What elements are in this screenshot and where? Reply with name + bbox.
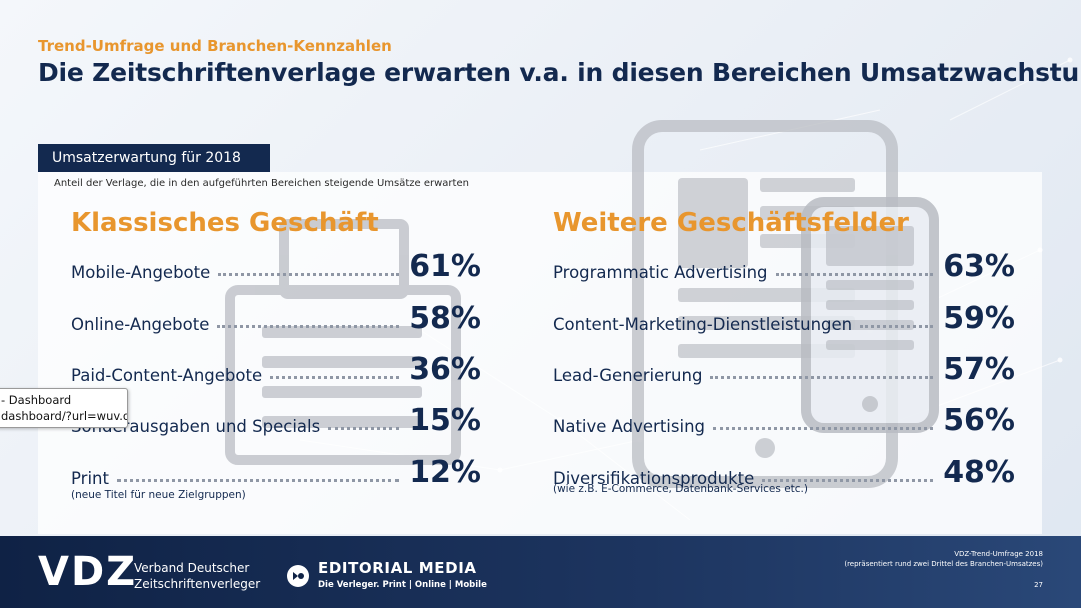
dotted-leader <box>710 376 933 379</box>
list-item: Content-Marketing-Dienstleistungen 59% <box>553 296 1015 336</box>
footer-bar: VDZ Verband Deutscher Zeitschriftenverle… <box>0 536 1081 608</box>
item-percentage: 12% <box>409 455 481 490</box>
editorial-media-logo-icon[interactable] <box>286 564 310 588</box>
item-label: Native Advertising <box>553 417 706 436</box>
tooltip-line-1: - Dashboard <box>1 393 72 407</box>
item-label: Diversifikationsprodukte <box>553 469 755 488</box>
dotted-leader <box>328 427 399 430</box>
dotted-leader <box>217 325 399 328</box>
item-label: Online-Angebote <box>71 315 210 334</box>
link-tooltip: - Dashboard dashboard/?url=wuv.de <box>0 388 128 428</box>
section-subtitle: Anteil der Verlage, die in den aufgeführ… <box>54 178 469 189</box>
page-number: 27 <box>1034 581 1043 589</box>
dotted-leader <box>860 325 933 328</box>
dotted-leader <box>762 479 933 482</box>
list-item: Mobile-Angebote 61% <box>71 244 481 284</box>
editorial-media-name: EDITORIAL MEDIA <box>318 559 477 577</box>
left-column-title: Klassisches Geschäft <box>71 208 379 238</box>
vdz-logo[interactable]: VDZ <box>38 549 138 595</box>
item-percentage: 36% <box>409 352 481 387</box>
item-percentage: 58% <box>409 301 481 336</box>
vdz-name-line-2: Zeitschriftenverleger <box>134 577 261 591</box>
header-kicker: Trend-Umfrage und Branchen-Kennzahlen <box>38 37 392 55</box>
list-item: Lead-Generierung 57% <box>553 347 1015 387</box>
item-percentage: 63% <box>943 249 1015 284</box>
item-percentage: 48% <box>943 455 1015 490</box>
item-label: Programmatic Advertising <box>553 263 768 282</box>
item-label: Content-Marketing-Dienstleistungen <box>553 315 853 334</box>
section-tab-label: Umsatzerwartung für 2018 <box>38 144 270 172</box>
editorial-media-tagline: Die Verleger. Print | Online | Mobile <box>318 580 487 590</box>
dotted-leader <box>116 479 399 482</box>
list-item: Programmatic Advertising 63% <box>553 244 1015 284</box>
item-label: Lead-Generierung <box>553 366 703 385</box>
dotted-leader <box>713 427 933 430</box>
list-item: Paid-Content-Angebote 36% <box>71 347 481 387</box>
vdz-name-line-1: Verband Deutscher <box>134 561 250 575</box>
list-item: Sonderausgaben und Specials 15% <box>71 398 481 438</box>
source-line-2: (repräsentiert rund zwei Drittel des Bra… <box>844 560 1043 568</box>
item-note: (wie z.B. E-Commerce, Datenbank-Services… <box>553 483 808 495</box>
list-item: Native Advertising 56% <box>553 398 1015 438</box>
list-item: Print 12% <box>71 450 481 490</box>
dotted-leader <box>270 376 399 379</box>
vdz-organization-name: Verband Deutscher Zeitschriftenverleger <box>134 560 260 592</box>
item-percentage: 15% <box>409 403 481 438</box>
item-label: Sonderausgaben und Specials <box>71 417 321 436</box>
tooltip-line-2: dashboard/?url=wuv.de <box>1 409 128 423</box>
item-label: Paid-Content-Angebote <box>71 366 263 385</box>
source-line-1: VDZ-Trend-Umfrage 2018 <box>954 550 1043 558</box>
item-percentage: 59% <box>943 301 1015 336</box>
dotted-leader <box>218 273 399 276</box>
dotted-leader <box>775 273 933 276</box>
item-percentage: 56% <box>943 403 1015 438</box>
item-percentage: 57% <box>943 352 1015 387</box>
item-label: Mobile-Angebote <box>71 263 211 282</box>
right-column-title: Weitere Geschäftsfelder <box>553 208 909 238</box>
item-label: Print <box>71 469 109 488</box>
list-item: Online-Angebote 58% <box>71 296 481 336</box>
item-percentage: 61% <box>409 249 481 284</box>
item-note: (neue Titel für neue Zielgruppen) <box>71 489 246 501</box>
list-item: Diversifikationsprodukte 48% <box>553 450 1015 490</box>
page-title: Die Zeitschriftenverlage erwarten v.a. i… <box>38 58 1081 87</box>
